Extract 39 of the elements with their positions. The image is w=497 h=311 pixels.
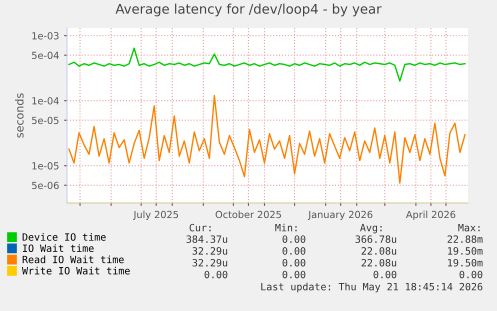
text: 22.08u <box>362 247 396 255</box>
y-tick-label: 1e-05 <box>32 162 59 170</box>
text: Last update: Thu May 21 18:45:14 2026 <box>261 282 482 292</box>
text: 0.00 <box>460 270 482 278</box>
text: 0.00 <box>282 258 306 267</box>
x-tick-label: October 2025 <box>216 210 281 218</box>
y-tick-label: 5e-04 <box>32 52 59 60</box>
text: Cur: <box>190 224 211 232</box>
line-series <box>68 94 466 184</box>
legend-label: Write IO Wait time <box>22 266 130 274</box>
text: 0.00 <box>282 247 306 255</box>
chart-title: Average latency for /dev/loop4 - by year <box>116 4 382 16</box>
legend-label: Device IO time <box>22 233 106 241</box>
y-tick-label: 1e-04 <box>32 97 59 104</box>
text: 0.00 <box>282 270 306 278</box>
text: 366.78u <box>356 235 396 243</box>
line-series <box>68 48 466 82</box>
text: 19.50m <box>448 247 483 255</box>
text: Min: <box>275 224 297 232</box>
legend-label: Read IO Wait time <box>22 256 124 264</box>
text: 0.00 <box>204 270 228 278</box>
y-axis-title: seconds <box>15 93 24 138</box>
text: Max: <box>458 224 480 232</box>
text: 0.00 <box>374 270 396 278</box>
text: Avg: <box>360 224 382 234</box>
text: 32.29u <box>192 258 228 267</box>
text: 22.08u <box>362 258 396 267</box>
text: 19.50m <box>448 258 483 267</box>
legend-label: IO Wait time <box>22 244 94 252</box>
x-tick-label: January 2026 <box>308 210 372 220</box>
x-tick-label: July 2025 <box>133 210 178 220</box>
text: 384.37u <box>186 235 228 243</box>
y-tick-label: 5e-06 <box>32 182 59 190</box>
text: 22.88m <box>448 235 483 243</box>
y-tick-label: 1e-03 <box>32 32 59 40</box>
text: 32.29u <box>192 247 228 255</box>
y-tick-label: 5e-05 <box>32 116 59 124</box>
text: 0.00 <box>282 235 306 243</box>
x-tick-label: April 2026 <box>406 210 456 220</box>
